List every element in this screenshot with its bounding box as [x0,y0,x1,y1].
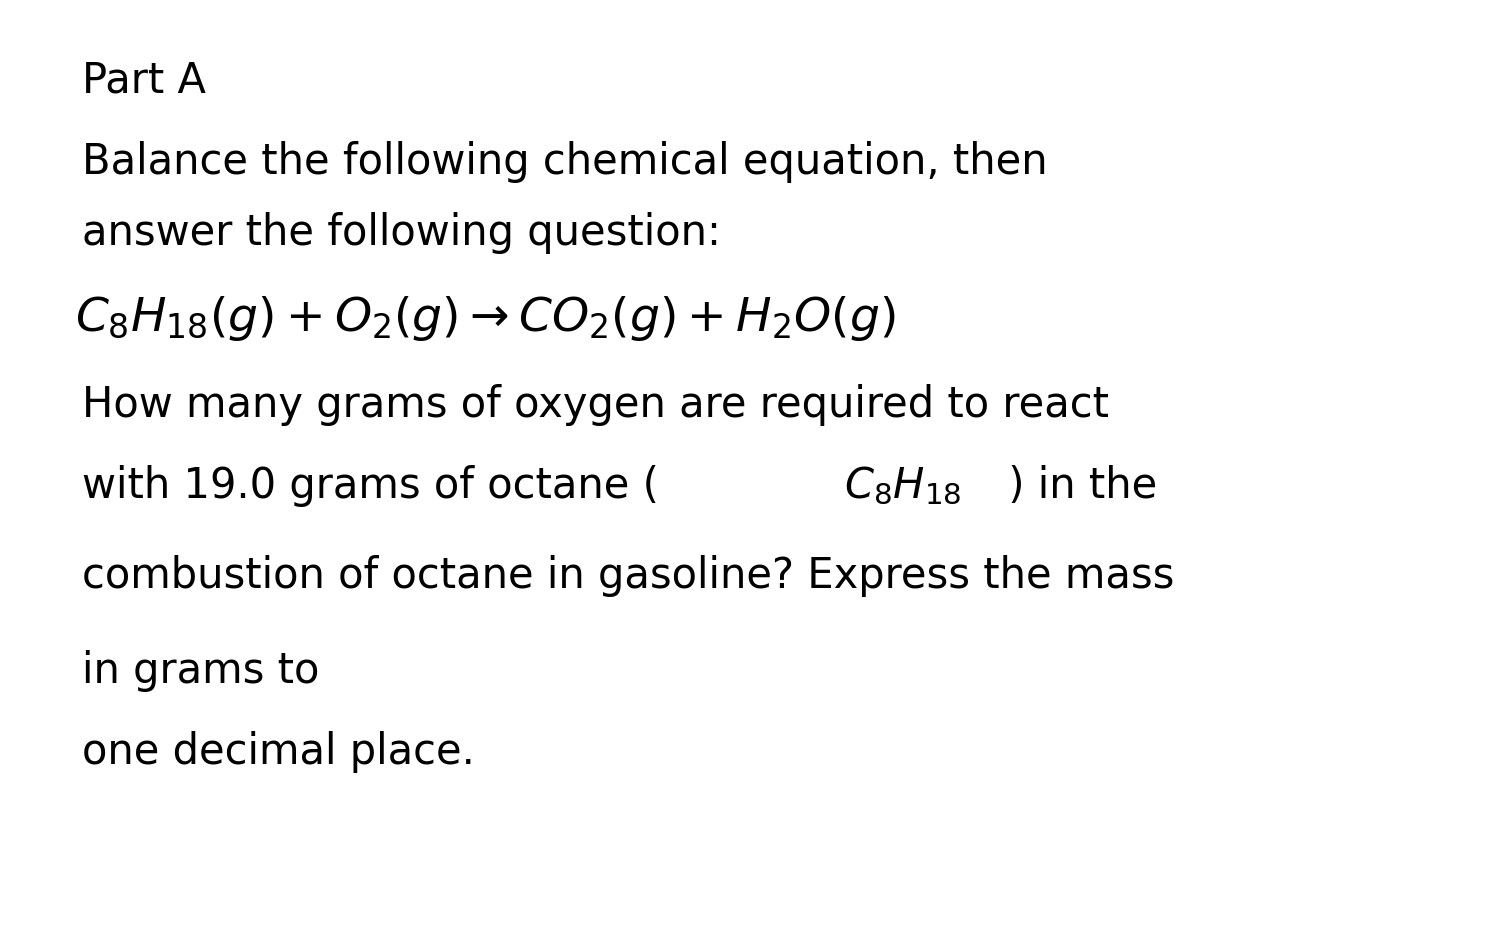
Text: ) in the: ) in the [994,465,1158,506]
Text: Balance the following chemical equation, then: Balance the following chemical equation,… [82,141,1048,183]
Text: How many grams of oxygen are required to react: How many grams of oxygen are required to… [82,384,1110,426]
Text: combustion of octane in gasoline? Express the mass: combustion of octane in gasoline? Expres… [82,555,1174,597]
Text: answer the following question:: answer the following question: [82,212,722,254]
Text: $C_8H_{18}$: $C_8H_{18}$ [844,465,962,506]
Text: in grams to: in grams to [82,650,320,692]
Text: with 19.0 grams of octane (: with 19.0 grams of octane ( [82,465,672,506]
Text: one decimal place.: one decimal place. [82,731,476,773]
Text: $C_8H_{18}(g) + O_2(g) \rightarrow CO_2(g) + H_2O(g)$: $C_8H_{18}(g) + O_2(g) \rightarrow CO_2(… [75,294,895,344]
Text: Part A: Part A [82,60,207,102]
